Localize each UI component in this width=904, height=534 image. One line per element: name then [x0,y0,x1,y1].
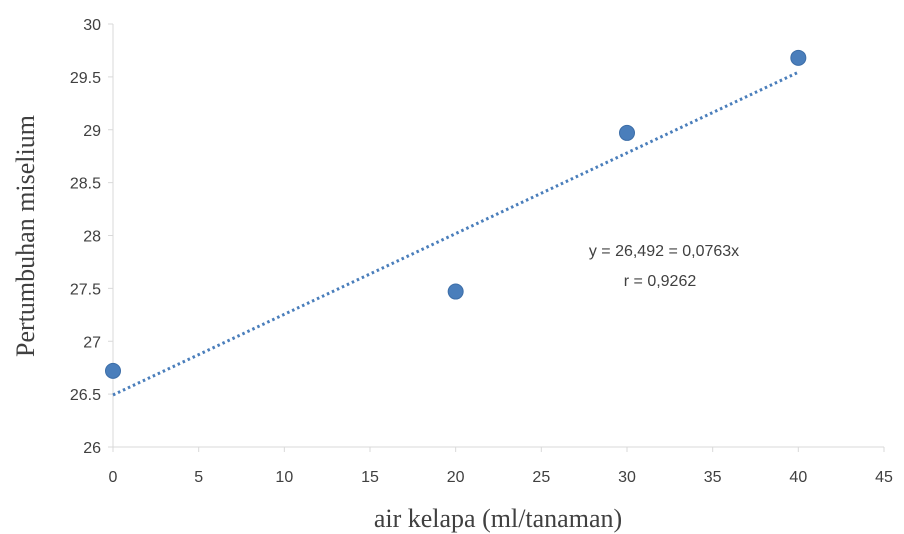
x-tick-label: 15 [361,469,379,486]
y-tick-label: 29.5 [70,70,101,87]
data-point [447,283,464,300]
y-tick-label: 30 [83,17,101,34]
x-tick-label: 20 [447,469,465,486]
correlation-annotation: r = 0,9262 [624,273,697,290]
trendline-layer [112,70,799,397]
x-tick-label: 30 [618,469,636,486]
y-tick-label: 26.5 [70,387,101,404]
x-tick-label: 45 [875,469,893,486]
trendline [112,70,799,397]
x-tick-label: 25 [532,469,550,486]
x-tick-label: 40 [789,469,807,486]
y-axis-title: Pertumbuhan miselium [11,115,40,357]
y-tick-label: 27 [83,334,101,351]
x-axis-title: air kelapa (ml/tanaman) [374,504,622,533]
y-tick-label: 28 [83,229,101,246]
data-point [790,49,807,66]
data-points [105,49,807,379]
y-tick-label: 29 [83,123,101,140]
y-tick-label: 27.5 [70,281,101,298]
equation-annotation: y = 26,492 = 0,0763x [589,243,739,260]
tick-labels: 26 26.5 27 27.5 28 28.5 29 29.5 30 0 5 10 15 20 25 30 35… [70,17,893,486]
x-tick-label: 5 [194,469,203,486]
y-tick-label: 28.5 [70,176,101,193]
x-tick-label: 35 [704,469,722,486]
y-tick-label: 26 [83,440,101,457]
data-point [619,124,635,141]
x-tick-label: 10 [275,469,293,486]
x-tick-label: 0 [109,469,118,486]
data-point [105,362,121,379]
